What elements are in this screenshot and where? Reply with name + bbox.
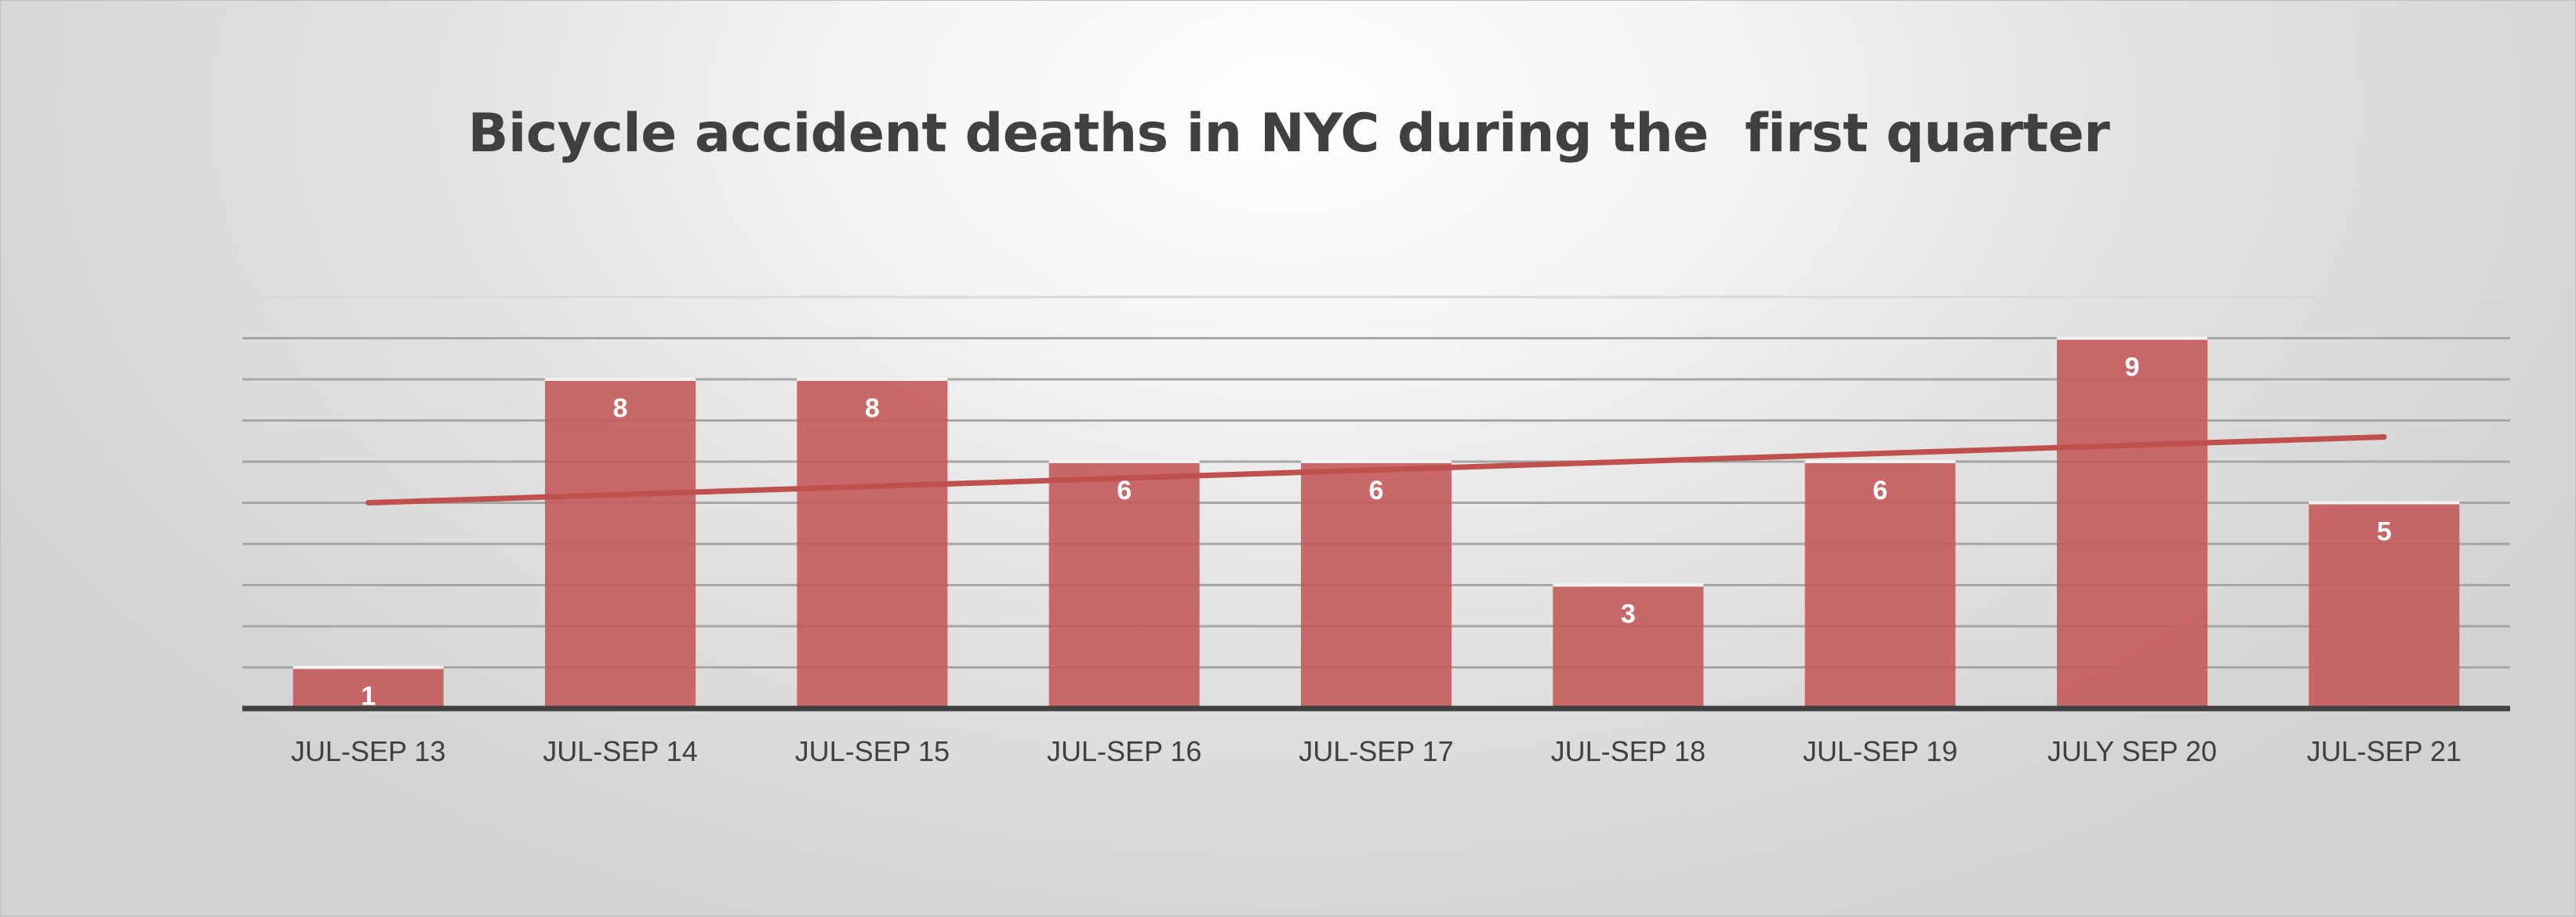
data-label: 6	[1369, 476, 1384, 506]
x-tick-label: JUL-SEP 18	[1551, 735, 1706, 767]
bar	[797, 379, 948, 709]
x-tick-label: JULY SEP 20	[2047, 735, 2217, 767]
bar	[2057, 338, 2207, 709]
data-label: 6	[1873, 476, 1887, 506]
trendline	[365, 434, 2387, 506]
x-tick-label: JUL-SEP 14	[543, 735, 697, 767]
bar	[1301, 462, 1451, 709]
x-tick-label: JUL-SEP 19	[1803, 735, 1957, 767]
bar	[1553, 585, 1704, 709]
x-tick-labels: JUL-SEP 13 JUL-SEP 14 JUL-SEP 15 JUL-SEP 16…	[291, 735, 2462, 767]
bar	[2309, 502, 2460, 709]
bar	[1048, 462, 1200, 709]
data-label: 1	[361, 682, 376, 712]
bars	[292, 336, 2460, 709]
data-label: 8	[865, 393, 880, 423]
x-tick-label: JUL-SEP 13	[291, 735, 445, 767]
trendline-layer	[365, 434, 2387, 506]
chart-title: Bicycle accident deaths in NYC during th…	[467, 103, 2110, 165]
x-tick-label: JUL-SEP 21	[2307, 735, 2462, 767]
x-tick-label: JUL-SEP 15	[795, 735, 950, 767]
bar	[1804, 462, 1956, 709]
bar	[545, 379, 696, 709]
x-tick-label: JUL-SEP 16	[1047, 735, 1201, 767]
data-label: 6	[1117, 476, 1132, 506]
data-label: 3	[1621, 600, 1636, 629]
data-labels: 1 8 8 6 6 3 6 9 5	[361, 353, 2392, 712]
data-label: 9	[2125, 353, 2140, 382]
data-label: 8	[613, 393, 628, 423]
bar	[292, 667, 444, 709]
data-label: 5	[2377, 517, 2392, 547]
x-tick-label: JUL-SEP 17	[1299, 735, 1453, 767]
